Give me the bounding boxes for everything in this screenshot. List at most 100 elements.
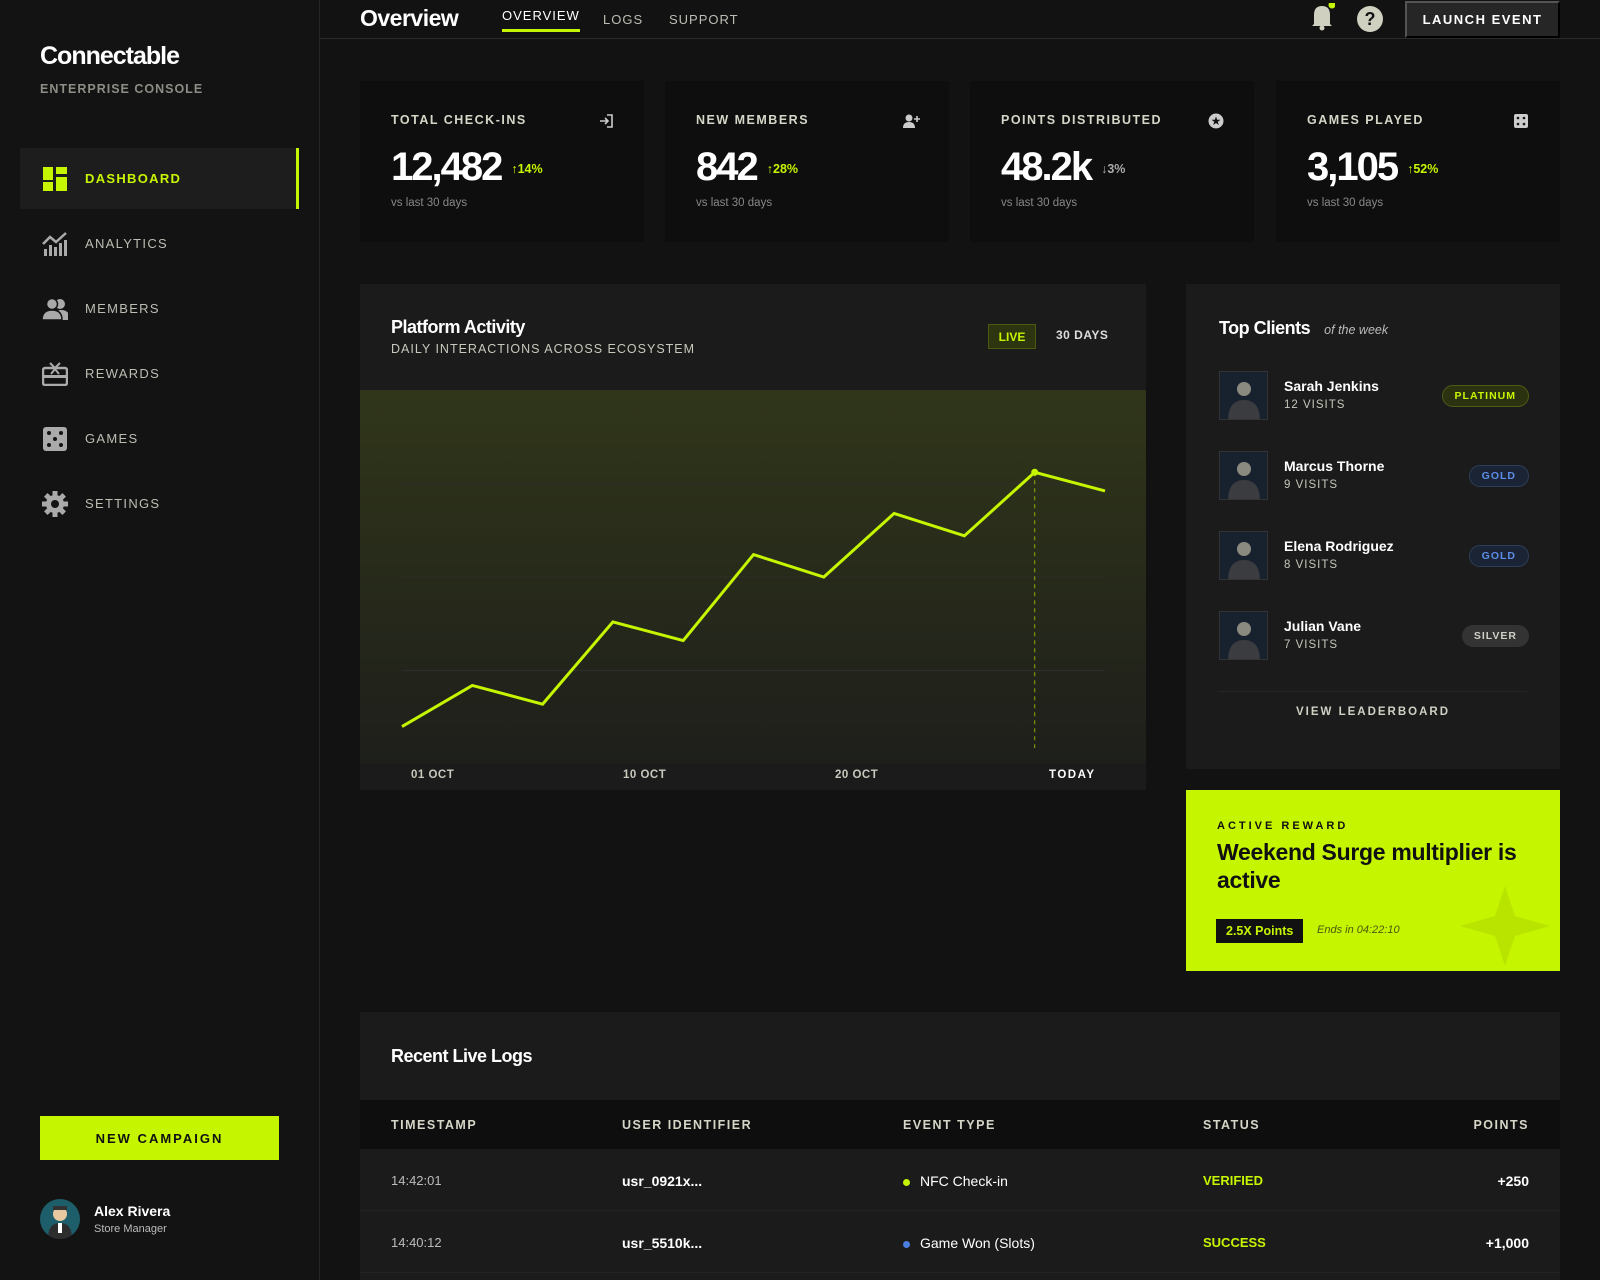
- logs-title: Recent Live Logs: [391, 1046, 533, 1066]
- tier-badge: GOLD: [1468, 465, 1529, 487]
- tier-badge: PLATINUM: [1441, 385, 1529, 407]
- launch-event-button[interactable]: LAUNCH EVENT: [1405, 1, 1560, 38]
- tab-logs[interactable]: LOGS: [603, 12, 644, 27]
- tab-support[interactable]: SUPPORT: [669, 12, 739, 27]
- rewards-icon: [42, 361, 68, 387]
- stat-sub: vs last 30 days: [1001, 197, 1078, 209]
- stat-value-row: 3,105 ↑52%: [1307, 144, 1438, 190]
- column-header[interactable]: USER IDENTIFIER: [622, 1118, 753, 1132]
- column-header[interactable]: POINTS: [1473, 1118, 1529, 1132]
- logs-table-header: TIMESTAMP USER IDENTIFIER EVENT TYPE STA…: [360, 1100, 1560, 1149]
- sidebar-item-label: ANALYTICS: [85, 236, 168, 251]
- sidebar-item-members[interactable]: MEMBERS: [20, 278, 299, 339]
- help-icon[interactable]: ?: [1357, 6, 1383, 32]
- log-points: +1,000: [1485, 1235, 1529, 1251]
- tier-badge: GOLD: [1468, 545, 1529, 567]
- chart-subtitle: DAILY INTERACTIONS ACROSS ECOSYSTEM: [391, 342, 696, 356]
- data-point[interactable]: [1031, 468, 1039, 476]
- stat-label: POINTS DISTRIBUTED: [1001, 113, 1163, 127]
- client-list-item[interactable]: Sarah Jenkins 12 VISITS PLATINUM: [1219, 371, 1529, 421]
- sidebar-item-label: REWARDS: [85, 366, 161, 381]
- range-30-days[interactable]: 30 DAYS: [1056, 328, 1109, 342]
- column-header[interactable]: EVENT TYPE: [903, 1118, 996, 1132]
- event-dot-icon: [903, 1240, 910, 1248]
- stat-sub: vs last 30 days: [1307, 197, 1384, 209]
- stat-value-row: 12,482 ↑14%: [391, 144, 543, 190]
- log-points: +250: [1497, 1173, 1529, 1189]
- x-tick-label: 01 OCT: [411, 769, 455, 781]
- sidebar-item-analytics[interactable]: ANALYTICS: [20, 213, 299, 274]
- active-reward-card[interactable]: ACTIVE REWARD Weekend Surge multiplier i…: [1186, 790, 1560, 971]
- avatar: [40, 1199, 80, 1239]
- client-visits: 12 VISITS: [1284, 399, 1346, 411]
- reward-points-badge: 2.5X Points: [1216, 919, 1304, 943]
- dice-icon: [42, 426, 68, 452]
- stat-change: ↑28%: [766, 162, 799, 176]
- stat-label: NEW MEMBERS: [696, 113, 810, 127]
- client-list-item[interactable]: Julian Vane 7 VISITS SILVER: [1219, 611, 1529, 661]
- stat-card-new-members: NEW MEMBERS 842 ↑28% vs last 30 days: [665, 81, 949, 242]
- client-name: Marcus Thorne: [1284, 458, 1385, 474]
- add-user-icon: [903, 113, 920, 129]
- user-name: Alex Rivera: [94, 1203, 171, 1219]
- bell-icon[interactable]: [1309, 1, 1336, 36]
- log-status: VERIFIED: [1203, 1173, 1263, 1188]
- user-profile[interactable]: Alex Rivera Store Manager: [40, 1199, 170, 1239]
- client-photo: [1219, 611, 1268, 660]
- client-name: Elena Rodriguez: [1284, 538, 1394, 554]
- sidebar-item-dashboard[interactable]: DASHBOARD: [20, 148, 299, 209]
- x-tick-label: 10 OCT: [623, 769, 667, 781]
- client-list-item[interactable]: Elena Rodriguez 8 VISITS GOLD: [1219, 531, 1529, 581]
- sidebar-item-settings[interactable]: SETTINGS: [20, 473, 299, 534]
- login-icon: [598, 113, 614, 129]
- top-header: Overview OVERVIEW LOGS SUPPORT ? LAUNCH …: [320, 0, 1600, 39]
- sidebar: Connectable ENTERPRISE CONSOLE DASHBOARD…: [0, 0, 320, 1280]
- sidebar-item-rewards[interactable]: REWARDS: [20, 343, 299, 404]
- dashboard-icon: [42, 166, 68, 192]
- stat-change: ↓3%: [1101, 162, 1126, 176]
- stat-card-check-ins: TOTAL CHECK-INS 12,482 ↑14% vs last 30 d…: [360, 81, 644, 242]
- live-toggle[interactable]: LIVE: [988, 324, 1036, 349]
- recent-logs-panel: Recent Live Logs TIMESTAMP USER IDENTIFI…: [360, 1012, 1560, 1280]
- top-clients-panel: Top Clients of the week Sarah Jenkins 12…: [1186, 284, 1560, 769]
- gear-icon: [42, 490, 68, 517]
- client-photo: [1219, 531, 1268, 580]
- view-leaderboard-link[interactable]: VIEW LEADERBOARD: [1219, 691, 1527, 718]
- brand-subtitle: ENTERPRISE CONSOLE: [40, 82, 204, 96]
- log-event: NFC Check-in: [903, 1173, 1008, 1189]
- client-name: Julian Vane: [1284, 618, 1362, 634]
- stat-value-row: 842 ↑28%: [696, 144, 798, 190]
- client-photo: [1219, 371, 1268, 420]
- log-status: SUCCESS: [1203, 1235, 1266, 1250]
- sidebar-item-games[interactable]: GAMES: [20, 408, 299, 469]
- analytics-icon: [42, 231, 68, 257]
- top-clients-title: Top Clients: [1219, 318, 1311, 338]
- log-timestamp: 14:42:01: [391, 1173, 442, 1188]
- event-dot-icon: [903, 1178, 910, 1186]
- top-clients-subtitle: of the week: [1324, 323, 1389, 337]
- sidebar-item-label: DASHBOARD: [85, 171, 182, 186]
- user-role: Store Manager: [94, 1223, 167, 1235]
- table-row[interactable]: 14:40:12 usr_5510k... Game Won (Slots) S…: [360, 1211, 1560, 1273]
- column-header[interactable]: TIMESTAMP: [391, 1118, 478, 1132]
- client-list-item[interactable]: Marcus Thorne 9 VISITS GOLD: [1219, 451, 1529, 501]
- sidebar-item-label: SETTINGS: [85, 496, 161, 511]
- column-header[interactable]: STATUS: [1203, 1118, 1261, 1132]
- table-row[interactable]: 14:42:01 usr_0921x... NFC Check-in VERIF…: [360, 1149, 1560, 1211]
- tab-overview[interactable]: OVERVIEW: [502, 8, 580, 32]
- members-icon: [42, 296, 68, 322]
- log-timestamp: 14:40:12: [391, 1235, 442, 1250]
- stat-value: 48.2k: [1001, 145, 1093, 189]
- client-photo: [1219, 451, 1268, 500]
- log-user[interactable]: usr_0921x...: [622, 1173, 703, 1189]
- new-campaign-button[interactable]: NEW CAMPAIGN: [40, 1116, 279, 1160]
- stat-change: ↑14%: [511, 162, 543, 176]
- stat-card-games: GAMES PLAYED 3,105 ↑52% vs last 30 days: [1276, 81, 1560, 242]
- client-visits: 8 VISITS: [1284, 559, 1339, 571]
- reward-title: Weekend Surge multiplier is active: [1217, 839, 1517, 893]
- log-user[interactable]: usr_5510k...: [622, 1235, 703, 1251]
- sidebar-item-label: GAMES: [85, 431, 139, 446]
- stat-value: 12,482: [391, 145, 503, 189]
- brand-logo: Connectable: [40, 42, 180, 70]
- client-visits: 7 VISITS: [1284, 639, 1339, 651]
